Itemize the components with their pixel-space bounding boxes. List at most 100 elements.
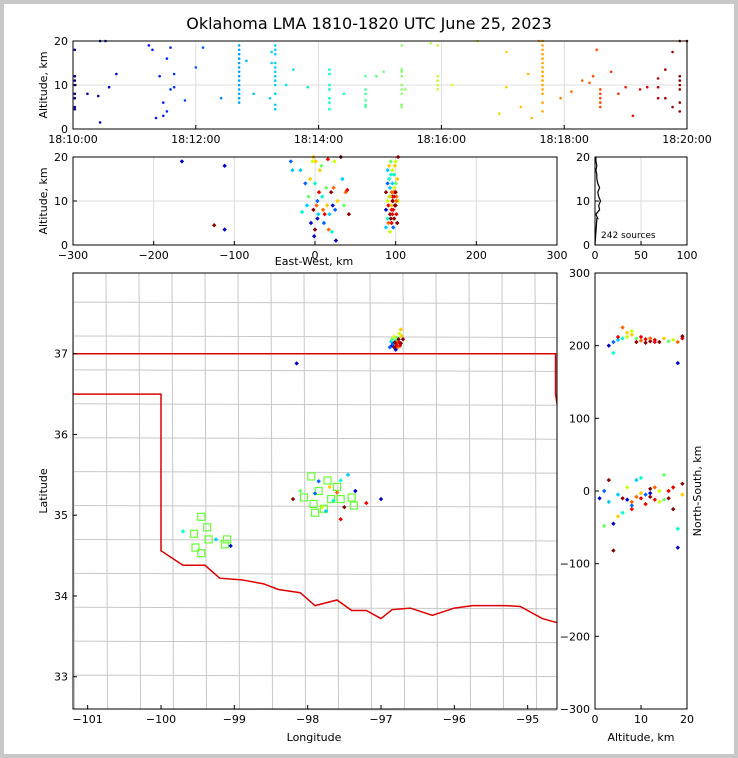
east-west-source: [383, 225, 389, 230]
altitude-north-south-source: [629, 503, 634, 508]
lma-station: [307, 472, 316, 481]
county-lines: [72, 272, 558, 711]
altitude-north-south-source: [620, 325, 625, 330]
east-west-source: [390, 212, 395, 217]
east-west-source: [304, 203, 310, 208]
time-altitude-point: [429, 41, 432, 45]
lma-station: [204, 535, 213, 544]
east-west-source: [307, 176, 313, 182]
time-altitude-point: [237, 88, 241, 91]
time-altitude-point: [678, 83, 682, 87]
histogram-line: [594, 157, 602, 246]
east-west-x-tick-label: −300: [58, 249, 88, 262]
east-west-source: [316, 190, 322, 195]
time-altitude-point: [292, 68, 295, 71]
east-west-source: [328, 190, 334, 195]
time-altitude-point: [273, 52, 277, 56]
altitude-north-south-y-tick-label: −300: [560, 703, 590, 716]
lma-station: [323, 476, 332, 485]
time-altitude-point: [382, 70, 385, 74]
east-west-source: [392, 163, 398, 168]
county-line: [72, 437, 558, 440]
time-altitude-point: [497, 112, 501, 115]
time-altitude-y-tick-label: 10: [54, 79, 68, 92]
time-altitude-y-tick-label: 0: [61, 123, 68, 136]
time-altitude-x-tick-label: 18:20:00: [662, 133, 711, 146]
east-west-x-tick-label: 300: [547, 249, 568, 262]
altitude-north-south-source: [680, 334, 685, 339]
east-west-source: [395, 176, 400, 182]
county-line: [402, 272, 405, 710]
time-altitude-point: [73, 96, 77, 100]
time-altitude-point: [580, 79, 584, 82]
altitude-north-south-source: [625, 330, 630, 335]
east-west-source: [390, 198, 395, 204]
time-altitude-point: [624, 85, 627, 89]
east-west-source: [222, 163, 227, 168]
altitude-north-south-source: [643, 340, 648, 345]
plan-view-source: [294, 361, 299, 366]
altitude-north-south-source: [661, 472, 667, 478]
time-altitude-point: [400, 83, 403, 87]
plan-view-source: [398, 327, 403, 332]
county-line: [72, 403, 558, 406]
altitude-north-south-source: [620, 496, 625, 501]
east-west-x-tick-label: −100: [219, 249, 249, 262]
county-line: [138, 272, 141, 710]
plan-view-source: [298, 488, 303, 494]
east-west-source: [320, 207, 326, 212]
histogram-y-tick-label: 20: [576, 151, 590, 164]
east-west-source: [315, 216, 320, 221]
time-altitude-point: [599, 101, 602, 104]
time-altitude-point: [115, 72, 118, 76]
histogram-annotation: 242 sources: [601, 231, 656, 241]
east-west-source: [387, 212, 393, 217]
time-altitude-x-tick-label: 18:12:00: [171, 133, 220, 146]
plan-view-source: [398, 341, 403, 346]
lma-station: [191, 543, 200, 552]
county-line: [72, 369, 558, 372]
altitude-north-south-source: [661, 497, 667, 502]
east-west-source: [383, 207, 389, 212]
east-west-source: [312, 227, 318, 232]
time-altitude-point: [161, 101, 165, 104]
time-altitude-point: [400, 68, 403, 71]
east-west-source: [290, 168, 295, 173]
altitude-north-south-source: [629, 499, 634, 505]
time-altitude-point: [609, 70, 613, 74]
plan-view-y-tick-label: 36: [54, 428, 68, 441]
time-altitude-point: [530, 116, 533, 120]
east-west-source: [288, 159, 293, 164]
time-altitude-point: [147, 44, 151, 47]
altitude-north-south-source: [648, 336, 653, 341]
lma-station: [310, 508, 320, 517]
time-altitude-point: [270, 50, 273, 54]
altitude-north-south-x-tick-label: 0: [592, 713, 599, 726]
time-altitude-point: [526, 72, 530, 76]
altitude-north-south-source: [634, 336, 639, 341]
time-altitude-point: [96, 94, 100, 98]
east-west-source: [394, 212, 399, 217]
time-altitude-point: [237, 74, 241, 78]
east-west-y-tick-label: 10: [54, 195, 68, 208]
altitude-north-south-source: [643, 492, 648, 497]
time-altitude-point: [273, 74, 277, 78]
plan-view-source: [316, 479, 321, 484]
east-west-source: [322, 212, 327, 217]
altitude-north-south-y-tick-label: −100: [560, 558, 590, 571]
altitude-north-south-source: [625, 334, 630, 340]
altitude-north-south-source: [666, 339, 671, 344]
time-altitude-x-tick-label: 18:10:00: [48, 133, 97, 146]
time-altitude-point: [273, 44, 277, 47]
time-altitude-point: [364, 105, 367, 109]
east-west-source: [394, 194, 399, 199]
altitude-north-south-y-tick-label: 0: [583, 485, 590, 498]
county-line: [72, 606, 558, 610]
east-west-source: [327, 212, 332, 217]
time-altitude-point: [273, 79, 277, 82]
plan-view-source: [393, 347, 398, 352]
plan-view-y-tick-label: 33: [54, 671, 68, 684]
east-west-source: [385, 198, 390, 204]
time-altitude-point: [364, 99, 367, 102]
time-altitude-point: [375, 74, 378, 78]
